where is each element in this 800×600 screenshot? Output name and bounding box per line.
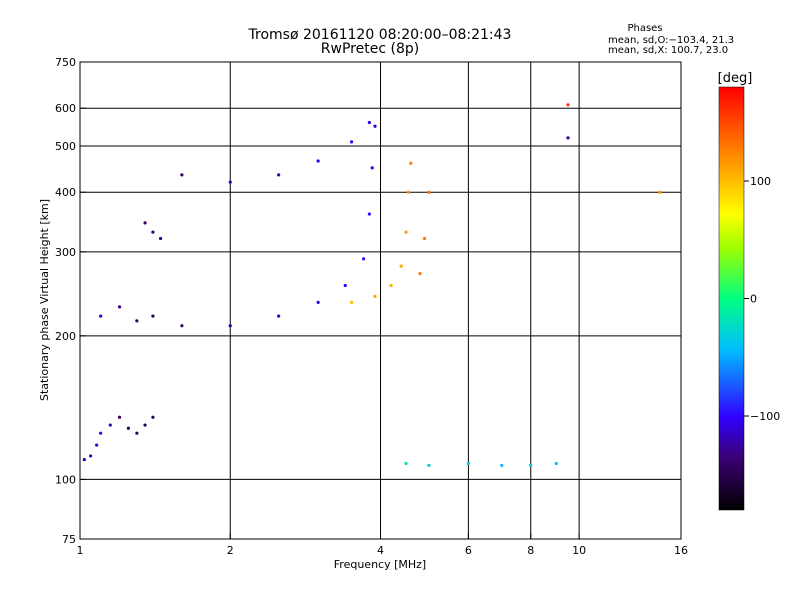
data-point [95, 443, 99, 447]
data-point [99, 431, 103, 435]
y-tick-label: 500 [55, 140, 76, 153]
colorbar-label: [deg] [718, 71, 753, 86]
grid-lines [80, 62, 681, 539]
data-points [82, 103, 662, 467]
data-point [158, 236, 163, 241]
chart-subtitle: RwPretec (8p) [321, 41, 419, 57]
y-tick-label: 100 [55, 473, 76, 486]
x-tick-label: 16 [674, 544, 688, 557]
x-axis-label: Frequency [MHz] [334, 558, 426, 571]
data-point [88, 454, 93, 458]
data-point [277, 314, 281, 318]
y-tick-label: 300 [55, 246, 76, 259]
data-point [343, 283, 347, 288]
data-point [126, 426, 130, 430]
data-point [108, 423, 112, 427]
data-point [143, 221, 147, 225]
phases-label: Phases [627, 23, 662, 34]
data-point [82, 458, 86, 462]
data-point [277, 173, 281, 177]
data-point [658, 190, 662, 194]
data-point [418, 272, 422, 276]
data-point [367, 120, 371, 125]
colorbar [718, 86, 745, 511]
data-point [135, 319, 139, 323]
data-point [406, 190, 411, 194]
phases-x-stats: mean, sd,X: 100.7, 23.0 [608, 45, 728, 56]
x-axis-ticks: 1 2 4 6 8 10 16 [77, 533, 688, 557]
data-point [370, 166, 374, 170]
chart-title: Tromsø 20161120 08:20:00–08:21:43 [248, 27, 512, 43]
data-point [228, 324, 232, 328]
colorbar-tick-label: −100 [750, 410, 780, 423]
data-point [399, 264, 403, 268]
data-point [373, 294, 377, 298]
data-point [349, 140, 354, 144]
data-point [404, 230, 408, 234]
data-point [143, 423, 147, 427]
data-point [373, 124, 377, 128]
data-point [466, 461, 470, 466]
data-point [500, 463, 504, 467]
phases-o-stats: mean, sd,O:−103.4, 21.3 [608, 35, 734, 46]
data-point [409, 161, 413, 165]
data-point [427, 190, 431, 194]
data-point [117, 305, 122, 309]
x-tick-label: 4 [377, 544, 384, 557]
x-tick-label: 10 [572, 544, 586, 557]
data-point [99, 314, 103, 318]
colorbar-tick-label: 100 [750, 175, 771, 188]
data-point [349, 300, 354, 305]
data-point [117, 415, 122, 419]
data-point [362, 257, 366, 261]
data-point [554, 461, 558, 466]
y-tick-label: 750 [55, 56, 76, 69]
data-point [566, 103, 570, 107]
data-point [566, 136, 570, 140]
colorbar-tick-label: 0 [750, 293, 757, 306]
data-point [404, 461, 408, 466]
data-point [151, 314, 155, 318]
data-point [529, 463, 533, 467]
data-point [151, 415, 155, 419]
data-point [180, 324, 184, 328]
x-tick-label: 6 [465, 544, 472, 557]
y-axis-ticks: 75 100 200 300 400 500 600 750 [55, 56, 86, 546]
x-tick-label: 1 [77, 544, 84, 557]
data-point [135, 431, 139, 435]
colorbar-ticks: 100 0 −100 [744, 175, 780, 423]
data-point [151, 230, 155, 234]
data-point [316, 300, 320, 305]
data-point [389, 283, 393, 288]
data-point [180, 173, 184, 177]
y-tick-label: 400 [55, 186, 76, 199]
x-tick-label: 8 [527, 544, 534, 557]
data-point [422, 236, 427, 241]
x-tick-label: 2 [227, 544, 234, 557]
y-axis-label: Stationary phase Virtual Height [km] [38, 199, 51, 401]
y-tick-label: 200 [55, 330, 76, 343]
data-point [228, 180, 232, 184]
y-tick-label: 75 [62, 533, 76, 546]
data-point [316, 159, 320, 163]
data-point [367, 212, 371, 216]
data-point [427, 463, 431, 467]
y-tick-label: 600 [55, 102, 76, 115]
